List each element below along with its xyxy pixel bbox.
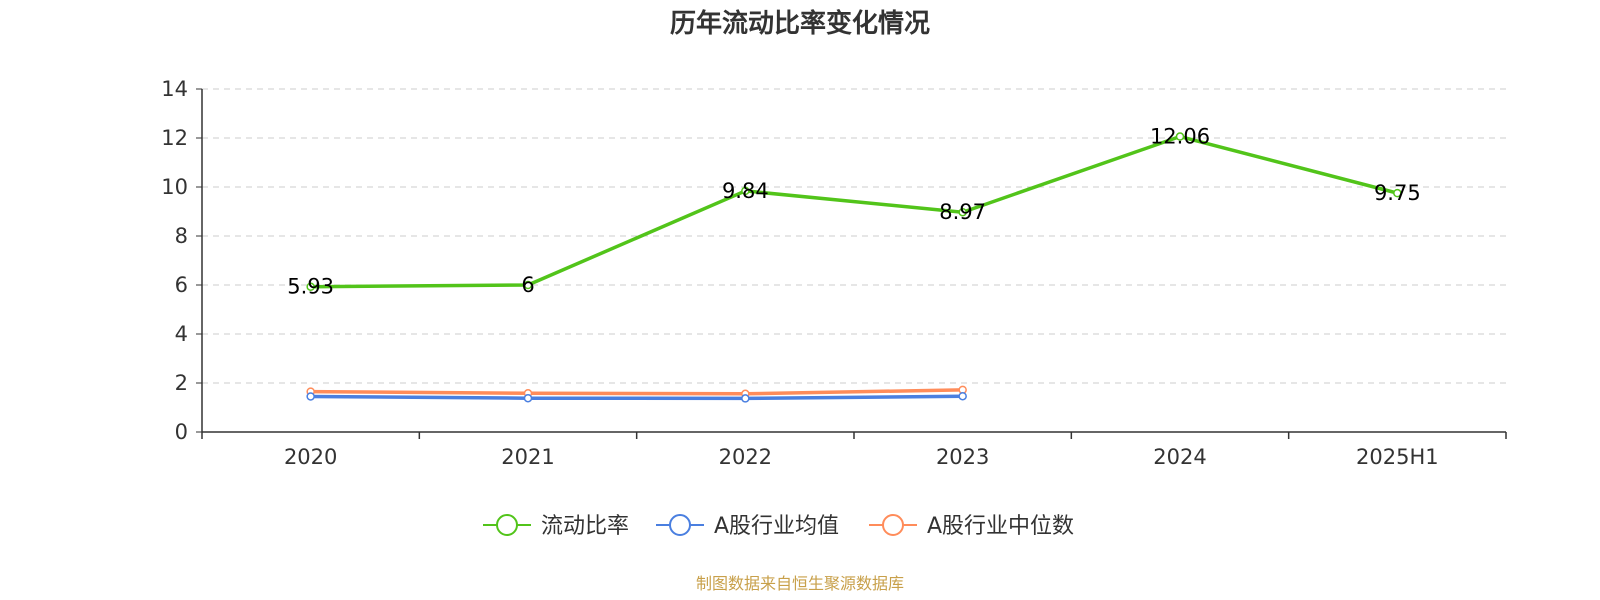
legend-label: A股行业中位数 <box>927 514 1074 539</box>
series-line <box>310 134 1398 289</box>
y-tick-label: 10 <box>161 175 188 199</box>
y-tick-label: 2 <box>175 371 188 395</box>
x-tick-label: 2024 <box>1153 445 1206 469</box>
series-line <box>310 388 963 396</box>
legend: 流动比率 A股行业均值 A股行业中位数 <box>483 514 1074 539</box>
data-point <box>741 394 750 403</box>
data-point <box>523 280 533 290</box>
source-note: 制图数据来自恒生聚源数据库 <box>696 574 904 593</box>
legend-marker-icon <box>882 514 904 536</box>
data-label: 8.97 <box>939 200 986 224</box>
data-point <box>741 186 750 196</box>
legend-item: 流动比率 <box>483 514 629 539</box>
y-tick-label: 14 <box>161 77 188 101</box>
y-tick-label: 0 <box>175 420 188 444</box>
grid-lines <box>202 88 1506 384</box>
data-label: 9.75 <box>1374 181 1421 205</box>
y-tick-label: 6 <box>175 273 188 297</box>
data-label: 9.84 <box>722 179 769 203</box>
legend-marker-icon <box>669 514 691 536</box>
y-tick-label: 8 <box>175 224 188 248</box>
x-tick-label: 2022 <box>719 445 772 469</box>
legend-item: A股行业中位数 <box>869 514 1074 539</box>
legend-label: A股行业均值 <box>714 514 839 539</box>
data-point <box>958 391 967 401</box>
x-tick-label: 2021 <box>501 445 554 469</box>
legend-marker-icon <box>496 514 518 536</box>
legend-item: A股行业均值 <box>656 514 839 539</box>
chart-title: 历年流动比率变化情况 <box>670 8 930 39</box>
x-tick-label: 2023 <box>936 445 989 469</box>
data-point <box>958 207 967 217</box>
series-line <box>310 394 963 401</box>
y-tick-label: 12 <box>161 126 188 150</box>
data-label: 12.06 <box>1150 125 1210 149</box>
data-point <box>306 282 315 291</box>
data-point <box>523 393 533 403</box>
series-layer <box>306 132 1402 403</box>
x-tick-label: 2025H1 <box>1356 445 1439 469</box>
y-tick-label: 4 <box>175 322 188 346</box>
axes: 0 2 4 6 8 10 12 14 2020 2021 2022 2023 2024 2025H1 <box>161 77 1507 469</box>
data-label: 5.93 <box>287 275 334 299</box>
data-labels: 5.93 6 9.84 8.97 12.06 9.75 <box>287 125 1420 299</box>
data-point <box>306 392 315 401</box>
data-point <box>1393 188 1402 198</box>
data-label: 6 <box>521 273 534 297</box>
data-point <box>1175 132 1185 141</box>
legend-label: 流动比率 <box>541 514 629 539</box>
x-tick-label: 2020 <box>284 445 337 469</box>
